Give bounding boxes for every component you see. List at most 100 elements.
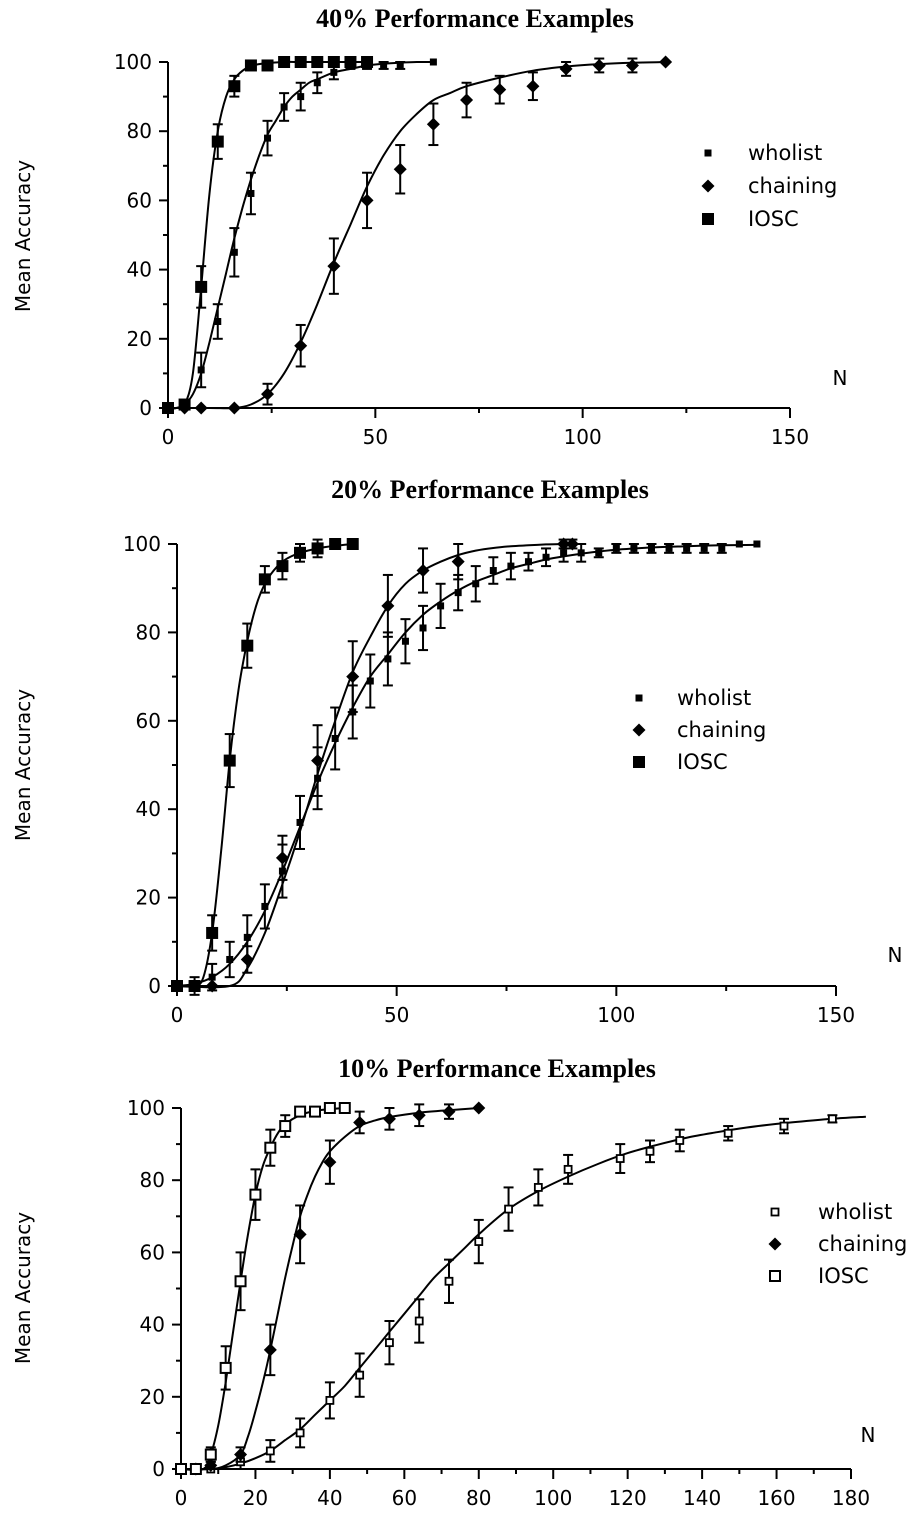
data-point — [419, 624, 427, 632]
series-iosc — [175, 1102, 351, 1475]
data-point — [258, 573, 271, 586]
data-point — [330, 68, 338, 76]
data-point — [294, 56, 307, 68]
data-point — [380, 61, 388, 69]
data-point — [171, 980, 183, 992]
x-axis-label: N — [888, 943, 903, 967]
legend-marker — [702, 213, 714, 225]
data-point — [524, 558, 532, 566]
data-point — [645, 1146, 655, 1156]
data-point — [230, 248, 238, 256]
data-point — [360, 193, 374, 207]
data-point — [560, 549, 568, 557]
data-point — [504, 1204, 513, 1214]
data-point — [414, 1316, 424, 1326]
data-point — [346, 670, 360, 684]
y-tick-label: 40 — [136, 797, 161, 821]
data-point — [329, 538, 342, 550]
x-tick-label: 0 — [162, 425, 175, 449]
legend-marker — [701, 179, 715, 193]
data-point — [426, 117, 440, 131]
data-point — [264, 134, 272, 142]
legend-marker — [704, 149, 712, 157]
data-point — [474, 1237, 484, 1246]
data-point — [665, 544, 673, 552]
data-point — [313, 79, 321, 87]
fit-curve-chaining — [168, 61, 666, 410]
y-tick-label: 80 — [136, 620, 161, 644]
y-tick-label: 20 — [136, 886, 161, 910]
data-point — [278, 56, 291, 68]
data-point — [234, 1275, 247, 1288]
legend-marker — [768, 1237, 782, 1251]
data-point — [263, 1343, 277, 1357]
data-point — [827, 1114, 837, 1124]
data-point — [718, 544, 726, 552]
data-point — [276, 560, 289, 573]
data-point — [325, 1396, 335, 1405]
y-tick-label: 40 — [140, 1313, 165, 1337]
x-tick-label: 50 — [363, 425, 388, 449]
x-tick-label: 150 — [817, 1003, 855, 1027]
y-tick-label: 0 — [148, 974, 161, 998]
legend-marker — [769, 1270, 781, 1282]
y-tick-label: 40 — [127, 258, 152, 282]
data-point — [493, 83, 507, 97]
data-point — [294, 546, 307, 559]
data-point — [280, 103, 288, 111]
y-tick-label: 80 — [127, 119, 152, 143]
data-point — [226, 955, 234, 963]
data-point — [659, 55, 673, 69]
legend-label: chaining — [748, 174, 837, 198]
data-point — [533, 1183, 543, 1192]
legend-label: wholist — [748, 141, 822, 165]
legend-label: IOSC — [748, 207, 799, 231]
data-point — [355, 1370, 365, 1380]
data-point — [700, 544, 708, 552]
legend-label: IOSC — [818, 1264, 869, 1288]
data-point — [344, 56, 357, 68]
x-tick-label: 60 — [392, 1486, 417, 1510]
y-tick-label: 0 — [152, 1457, 165, 1481]
data-point — [240, 952, 254, 966]
data-point — [412, 1108, 426, 1122]
x-tick-label: 140 — [683, 1486, 721, 1510]
legend-label: IOSC — [677, 750, 728, 774]
data-point — [723, 1128, 733, 1138]
chart-panel-2: 20% Performance Examples 0 20 40 60 80 100 0 50 1… — [11, 475, 902, 1027]
y-tick-label: 60 — [127, 188, 152, 212]
data-point — [472, 1101, 486, 1115]
data-point — [323, 1155, 337, 1169]
y-tick-label: 80 — [140, 1168, 165, 1192]
data-point — [241, 639, 254, 652]
data-point — [612, 544, 620, 552]
y-tick-label: 60 — [140, 1240, 165, 1264]
data-point — [385, 1338, 394, 1348]
data-point — [396, 61, 404, 69]
data-point — [295, 1428, 305, 1438]
data-point — [444, 1276, 454, 1286]
x-tick-label: 40 — [317, 1486, 342, 1510]
y-tick-label: 100 — [114, 50, 152, 74]
y-axis-label: Mean Accuracy — [11, 160, 35, 312]
x-axis-label: N — [861, 1423, 876, 1447]
data-point — [507, 562, 515, 570]
data-point — [211, 135, 224, 148]
data-point — [542, 553, 550, 561]
y-tick-label: 20 — [140, 1385, 165, 1409]
data-point — [297, 93, 305, 101]
fit-curve-wholist — [180, 1115, 866, 1471]
data-point — [311, 56, 324, 68]
data-point — [384, 655, 392, 663]
data-point — [296, 818, 304, 826]
series-iosc — [162, 56, 374, 414]
data-point — [323, 1102, 336, 1114]
data-point — [393, 162, 407, 176]
x-tick-label: 150 — [771, 425, 809, 449]
legend: wholist chaining IOSC — [768, 1200, 907, 1288]
y-axis-label: Mean Accuracy — [11, 1212, 35, 1364]
data-point — [382, 1112, 396, 1126]
data-point — [247, 189, 255, 197]
data-point — [327, 56, 340, 68]
